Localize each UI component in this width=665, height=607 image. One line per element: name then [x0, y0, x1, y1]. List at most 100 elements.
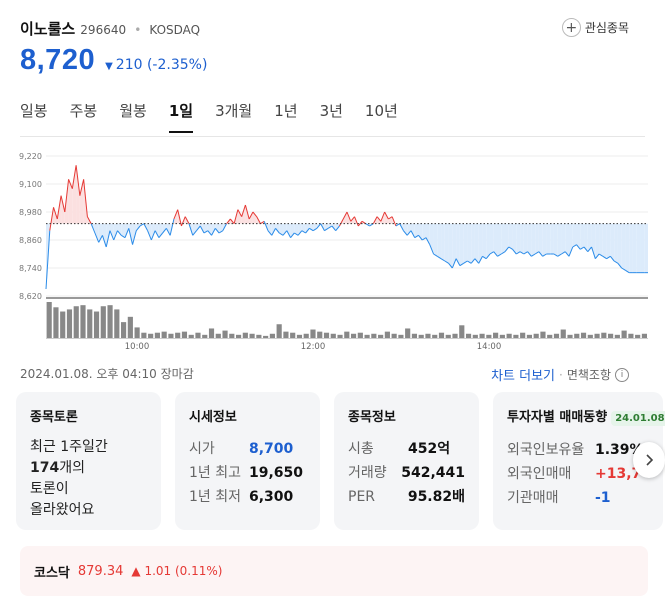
- price-line-segment: [105, 230, 111, 248]
- investor-trend-card[interactable]: 투자자별 매매동향 24.01.08 외국인보유율 1.39% 외국인매매 +13,7…: [493, 392, 665, 530]
- forum-card[interactable]: 종목토론 최근 1주일간 174개의 토론이 올라왔어요: [16, 392, 161, 530]
- tab-3month[interactable]: 3개월: [215, 102, 253, 120]
- price-line-segment: [350, 216, 355, 222]
- price-line-segment: [154, 230, 160, 238]
- volume-bar: [114, 309, 120, 338]
- price-line-segment: [444, 260, 449, 264]
- price-line-segment: [279, 232, 284, 236]
- quote-card[interactable]: 시세정보 시가 8,700 1년 최고 19,650 1년 최저 6,300: [175, 392, 320, 530]
- area-fill-segment: [538, 223, 543, 257]
- area-fill-segment: [298, 223, 302, 236]
- area-fill-segment: [463, 223, 468, 264]
- volume-bar: [391, 333, 397, 338]
- tab-1day[interactable]: 1일: [168, 100, 194, 133]
- x-tick-label: 14:00: [477, 342, 502, 352]
- price-line-segment: [309, 227, 314, 232]
- price-line-segment: [587, 246, 592, 252]
- index-change-value: 1.01 (0.11%): [144, 564, 223, 578]
- tab-monthly[interactable]: 월봉: [119, 102, 147, 120]
- next-cards-button[interactable]: [633, 442, 665, 478]
- volume-bar: [242, 332, 248, 338]
- price-line-segment: [470, 258, 476, 264]
- info-row-market-cap: 시총 452억: [348, 437, 465, 461]
- volume-bar: [540, 331, 546, 338]
- price-line-segment: [534, 251, 540, 255]
- price-line-segment: [169, 218, 175, 236]
- volume-bar: [587, 334, 593, 338]
- price-line-segment: [372, 216, 378, 224]
- tab-10year[interactable]: 10년: [364, 102, 398, 120]
- area-fill-segment: [388, 216, 393, 224]
- more-chart-link[interactable]: 차트 더보기: [491, 369, 555, 384]
- tab-daily[interactable]: 일봉: [20, 102, 48, 120]
- info-row-per: PER 95.82배: [348, 485, 465, 509]
- volume-bar: [574, 333, 580, 338]
- area-fill-segment: [87, 216, 92, 224]
- forum-count: 174: [30, 460, 60, 476]
- area-fill-segment: [459, 223, 464, 266]
- area-fill-segment: [283, 223, 287, 236]
- volume-bar: [520, 332, 526, 338]
- price-line-segment: [263, 221, 269, 231]
- tab-weekly[interactable]: 주봉: [69, 102, 98, 120]
- area-fill-segment: [343, 212, 347, 224]
- y-tick-label: 9,220: [19, 152, 42, 161]
- area-fill-segment: [249, 212, 253, 224]
- watchlist-label[interactable]: 관심종목: [584, 21, 629, 35]
- watchlist-button[interactable]: + 관심종목: [561, 18, 629, 37]
- area-fill-segment: [121, 223, 126, 238]
- area-fill-segment: [516, 223, 521, 254]
- area-fill-segment: [512, 223, 517, 254]
- volume-bar: [459, 325, 465, 338]
- volume-bar: [202, 334, 208, 338]
- area-fill-segment: [471, 223, 475, 264]
- info-icon[interactable]: i: [615, 367, 629, 382]
- info-value: 542,441: [401, 465, 465, 481]
- chart-footer: 2024.01.08. 오후 04:10 장마감 차트 더보기 · 면책조항 i: [20, 365, 645, 384]
- volume-bar: [452, 333, 458, 338]
- forum-line-3: 토론이: [30, 481, 69, 497]
- price-line-segment: [433, 253, 438, 257]
- price-line-segment: [617, 263, 623, 269]
- area-fill-segment: [79, 179, 84, 224]
- price-line-segment: [523, 251, 528, 255]
- kosdaq-index-bar[interactable]: 코스닥 879.34 ▲ 1.01 (0.11%): [20, 546, 648, 596]
- stock-name[interactable]: 이노룰스: [20, 20, 76, 38]
- volume-bar: [513, 334, 519, 338]
- info-label: 시총: [348, 441, 374, 457]
- tab-1year[interactable]: 1년: [274, 102, 298, 120]
- stock-info-card[interactable]: 종목정보 시총 452억 거래량 542,441 PER 95.82배: [334, 392, 479, 530]
- quote-label: 시가: [189, 441, 215, 457]
- price-line-segment: [448, 263, 453, 269]
- info-value: 452억: [408, 441, 451, 457]
- up-triangle-icon: ▲: [131, 564, 145, 578]
- tab-3year[interactable]: 3년: [319, 102, 343, 120]
- price-line-segment: [256, 216, 261, 224]
- volume-bar: [276, 324, 282, 338]
- price-line-segment: [297, 230, 303, 236]
- price-line-segment: [482, 255, 487, 260]
- price-line-segment: [489, 251, 495, 255]
- area-fill-segment: [109, 223, 114, 240]
- price-line-segment: [98, 235, 103, 243]
- area-fill-segment: [61, 195, 65, 224]
- intraday-price-chart[interactable]: 9,220 9,100 8,980 8,860 8,740 8,620 10:00 12:0…: [0, 140, 660, 355]
- price-line-segment: [109, 230, 115, 241]
- x-axis-ticks: 10:00 12:00 14:00: [125, 342, 502, 352]
- price-line-segment: [561, 251, 566, 255]
- volume-bar: [188, 334, 194, 338]
- volume-bar: [628, 333, 634, 338]
- disclaimer-link[interactable]: 면책조항: [566, 368, 611, 382]
- y-tick-label: 9,100: [19, 180, 42, 189]
- y-tick-label: 8,620: [19, 292, 42, 301]
- plus-icon[interactable]: +: [561, 18, 581, 37]
- price-line-segment: [564, 251, 570, 257]
- volume-bar: [641, 333, 647, 338]
- area-fill-segment: [102, 223, 107, 247]
- volume-bar: [465, 333, 472, 338]
- y-tick-label: 8,980: [19, 208, 42, 217]
- price-line-segment: [384, 211, 389, 220]
- price-line-segment: [222, 223, 228, 231]
- volume-bar: [263, 335, 269, 338]
- price-line-segment: [147, 230, 152, 241]
